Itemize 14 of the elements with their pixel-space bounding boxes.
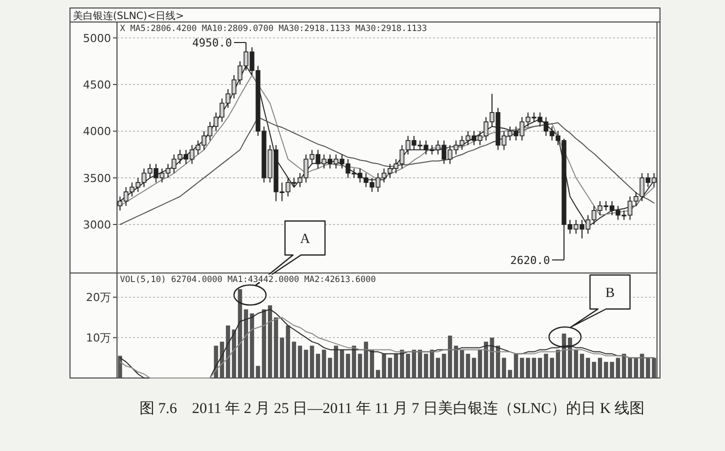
annotation: 2620.0 (510, 254, 550, 267)
chart-title: 美白银连(SLNC)<日线> (73, 10, 184, 22)
y-tick-label: 20万 (86, 291, 111, 304)
chart-subtitle: X MA5:2806.4200 MA10:2809.0700 MA30:2918.1133 MA30:2918.1133 (120, 24, 428, 34)
y-tick-label: 10万 (86, 332, 111, 345)
y-tick-label: 5000 (83, 32, 111, 45)
caption: 图 7.6 2011 年 2 月 25 日—2011 年 11 月 7 日美白银连（SLNC）的日 K 线图 (139, 400, 645, 417)
annotation: A (300, 232, 311, 247)
y-tick-label: 3000 (83, 218, 111, 232)
y-tick-label: 4500 (83, 78, 111, 92)
annotation: B (605, 286, 615, 301)
y-tick-label: 4000 (83, 125, 111, 138)
annotation: 4950.0 (192, 36, 232, 50)
y-tick-label: 3500 (83, 172, 111, 185)
